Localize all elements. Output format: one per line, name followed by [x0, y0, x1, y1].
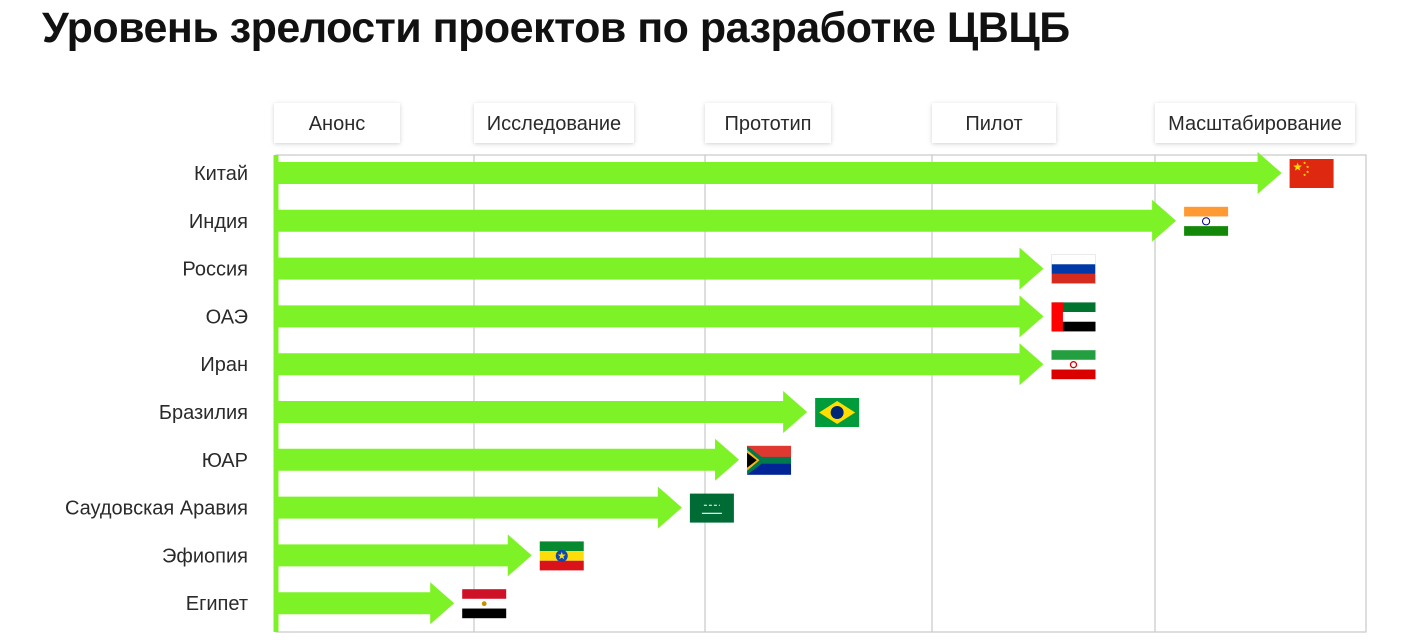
bar-arrow: [276, 247, 1044, 290]
bar-arrow: [276, 343, 1044, 386]
bar-arrow: [276, 486, 682, 529]
category-label: Иран: [200, 354, 248, 376]
bar-arrow: [276, 152, 1282, 194]
bar-arrow: [276, 391, 808, 433]
category-label: Индия: [189, 211, 248, 233]
bar-arrow: [276, 295, 1044, 338]
bar-arrow: [276, 534, 532, 577]
bar-series: [276, 152, 1282, 625]
iran-flag-icon: [1051, 350, 1096, 380]
brazil-flag-icon: [815, 398, 860, 427]
category-label: Китай: [194, 163, 248, 185]
stage-header: Масштабирование: [1155, 103, 1355, 143]
category-label: Саудовская Аравия: [65, 498, 248, 520]
stage-label: Исследование: [487, 113, 621, 135]
stage-header: Анонс: [274, 103, 400, 143]
category-label: ОАЭ: [206, 306, 248, 328]
stage-label: Пилот: [965, 113, 1022, 135]
stage-header: Пилот: [932, 103, 1056, 143]
saudi-arabia-flag-icon: [689, 493, 734, 523]
category-label: Египет: [186, 593, 248, 615]
bar-arrow: [276, 582, 455, 625]
stage-header: Исследование: [474, 103, 634, 143]
category-label: Эфиопия: [162, 545, 248, 567]
stage-header-box: [1155, 103, 1355, 143]
stage-label: Прототип: [725, 113, 812, 135]
uae-flag-icon: [1051, 302, 1096, 332]
india-flag-icon: [1184, 206, 1229, 236]
china-flag-icon: [1289, 159, 1334, 188]
stage-header-box: [705, 103, 831, 143]
bar-arrow: [276, 438, 740, 481]
stage-headers: Анонс Исследование Прототип Пилот Масштабиро…: [274, 103, 1355, 143]
stage-header-box: [474, 103, 634, 143]
egypt-flag-icon: [462, 589, 507, 619]
south-africa-flag-icon: [747, 445, 792, 475]
russia-flag-icon: [1051, 254, 1096, 284]
category-label: ЮАР: [202, 450, 248, 472]
category-labels: Китай Индия Россия ОАЭ Иран Бразилия ЮАР Саудов…: [65, 163, 248, 615]
ethiopia-flag-icon: [539, 541, 584, 571]
category-label: Бразилия: [159, 402, 248, 424]
flag-icons: [462, 159, 1334, 619]
page-title: Уровень зрелости проектов по разработке …: [42, 4, 1070, 52]
stage-label: Масштабирование: [1168, 113, 1342, 135]
bar-arrow: [276, 199, 1177, 242]
stage-header-box: [274, 103, 400, 143]
stage-header: Прототип: [705, 103, 831, 143]
category-label: Россия: [182, 259, 248, 281]
stage-label: Анонс: [309, 113, 366, 135]
stage-header-box: [932, 103, 1056, 143]
